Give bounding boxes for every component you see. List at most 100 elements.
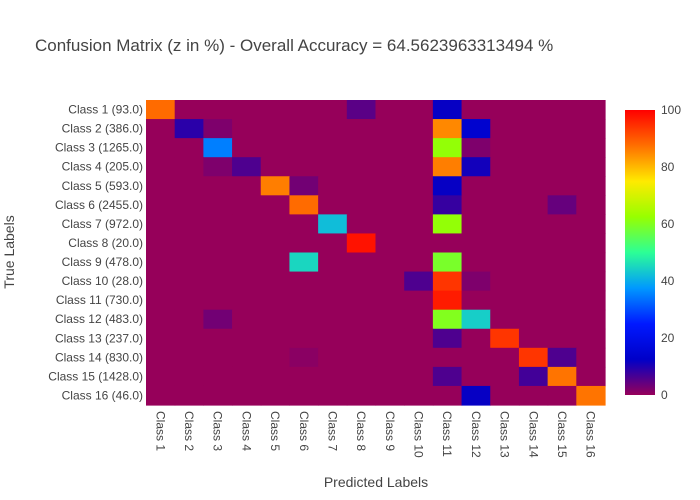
heatmap-cell [518, 347, 549, 368]
x-tick-label: Class 15 [555, 411, 569, 458]
x-tick-label: Class 4 [239, 411, 253, 451]
heatmap-cell [146, 252, 176, 273]
heatmap-cell [404, 119, 434, 139]
heatmap-cell [576, 176, 606, 196]
heatmap-cell [318, 366, 348, 387]
heatmap-cell [490, 347, 520, 368]
heatmap-cell [490, 309, 520, 330]
heatmap-cell [232, 328, 262, 349]
heatmap-cell [432, 271, 463, 292]
heatmap-cell [346, 328, 377, 349]
heatmap-cell [260, 290, 291, 311]
heatmap-cell [289, 233, 319, 254]
heatmap-cell [375, 385, 405, 406]
heatmap-cell [146, 328, 176, 349]
heatmap-cell [547, 176, 577, 196]
heatmap-cell [576, 214, 606, 235]
heatmap-cell [547, 271, 577, 292]
heatmap-cell [289, 176, 319, 196]
heatmap-cell [260, 157, 291, 177]
heatmap-cell [260, 233, 291, 254]
heatmap-cell [174, 385, 204, 406]
heatmap-cell [576, 309, 606, 330]
colorbar-tick-label: 20 [661, 331, 675, 345]
colorbar-tick-label: 100 [661, 103, 681, 117]
colorbar-tick-label: 60 [661, 217, 675, 231]
heatmap-cell [547, 138, 577, 158]
heatmap-cell [461, 233, 491, 254]
heatmap-cell [490, 271, 520, 292]
heatmap-cell [232, 252, 262, 273]
heatmap-cell [289, 385, 319, 406]
heatmap-cell [461, 138, 491, 158]
heatmap-cell [518, 214, 549, 235]
heatmap-cell [490, 366, 520, 387]
y-tick-label: Class 4 (205.0) [62, 160, 143, 174]
heatmap-cell [404, 366, 434, 387]
heatmap-cell [461, 309, 491, 330]
heatmap-cell [576, 157, 606, 177]
heatmap-cell [232, 119, 262, 139]
heatmap-cell [260, 138, 291, 158]
heatmap-cell [232, 138, 262, 158]
heatmap-cell [203, 214, 233, 235]
heatmap-cell [518, 290, 549, 311]
heatmap-cell [490, 252, 520, 273]
heatmap-cell [346, 347, 377, 368]
heatmap-cell [432, 119, 463, 139]
heatmap-cell [289, 214, 319, 235]
heatmap-cell [260, 347, 291, 368]
heatmap-cell [404, 271, 434, 292]
x-tick-label: Class 16 [584, 411, 598, 458]
heatmap-cell [289, 271, 319, 292]
y-tick-label: Class 5 (593.0) [62, 179, 143, 193]
heatmap-cell [203, 290, 233, 311]
heatmap-cell [232, 271, 262, 292]
heatmap-cell [432, 157, 463, 177]
heatmap-cell [174, 100, 204, 120]
heatmap-cell [146, 271, 176, 292]
colorbar: 0 20 40 60 80 100 [625, 103, 681, 402]
heatmap-cell [203, 119, 233, 139]
heatmap-cell [346, 157, 377, 177]
heatmap-cell [146, 138, 176, 158]
x-tick-label: Class 8 [354, 411, 368, 451]
heatmap-cell [174, 271, 204, 292]
heatmap-cell [232, 385, 262, 406]
heatmap-cell [518, 271, 549, 292]
heatmap-cell [232, 100, 262, 120]
heatmap-cells [146, 100, 606, 406]
y-tick-labels: Class 1 (93.0) Class 2 (386.0) Class 3 (12… [48, 103, 143, 403]
heatmap-cell [404, 290, 434, 311]
heatmap-cell [146, 214, 176, 235]
heatmap-cell [260, 195, 291, 215]
heatmap-cell [146, 157, 176, 177]
y-tick-label: Class 16 (46.0) [62, 389, 143, 403]
y-tick-label: Class 2 (386.0) [62, 122, 143, 136]
heatmap-cell [547, 100, 577, 120]
heatmap-cell [174, 233, 204, 254]
heatmap-cell [518, 309, 549, 330]
heatmap-cell [289, 157, 319, 177]
heatmap-cell [203, 233, 233, 254]
heatmap-cell [346, 119, 377, 139]
heatmap-cell [547, 385, 577, 406]
heatmap-cell [146, 347, 176, 368]
heatmap-cell [318, 214, 348, 235]
heatmap-cell [461, 176, 491, 196]
heatmap-cell [174, 138, 204, 158]
x-tick-label: Class 11 [440, 411, 454, 457]
x-tick-label: Class 12 [469, 411, 483, 458]
heatmap-cell [547, 309, 577, 330]
heatmap-cell [375, 347, 405, 368]
y-tick-label: Class 12 (483.0) [55, 312, 143, 326]
heatmap-cell [318, 100, 348, 120]
colorbar-tick-label: 0 [661, 388, 668, 402]
heatmap-cell [432, 176, 463, 196]
heatmap-cell [346, 176, 377, 196]
y-tick-label: Class 3 (1265.0) [55, 141, 143, 155]
heatmap-cell [174, 366, 204, 387]
heatmap-cell [318, 309, 348, 330]
heatmap-cell [203, 271, 233, 292]
